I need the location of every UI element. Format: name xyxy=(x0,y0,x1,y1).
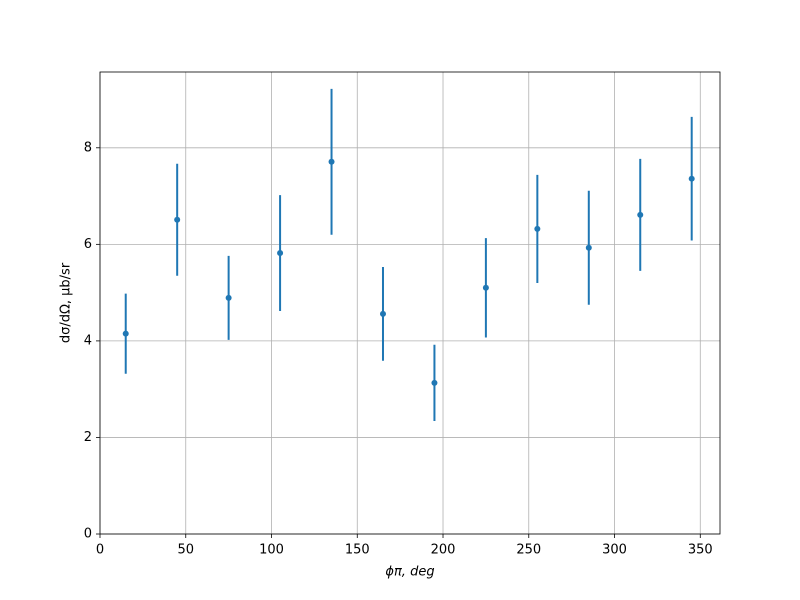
data-point xyxy=(225,294,232,301)
data-point xyxy=(277,250,284,257)
plot-frame xyxy=(99,71,721,535)
data-point xyxy=(431,379,438,386)
x-tick-label: 150 xyxy=(345,543,370,558)
data-point xyxy=(328,158,335,165)
data-point xyxy=(174,216,181,223)
data-point xyxy=(534,225,541,232)
x-tick-label: 300 xyxy=(602,543,627,558)
x-tick-label: 50 xyxy=(177,543,194,558)
data-point xyxy=(122,330,129,337)
data-point xyxy=(637,211,644,218)
x-tick-label: 200 xyxy=(431,543,456,558)
x-tick-label: 250 xyxy=(516,543,541,558)
x-tick-label: 0 xyxy=(96,543,104,558)
y-tick-label: 4 xyxy=(84,333,92,348)
data-point xyxy=(585,244,592,251)
y-tick-label: 0 xyxy=(84,527,92,542)
y-tick-label: 2 xyxy=(84,430,92,445)
data-point xyxy=(482,284,489,291)
data-point xyxy=(379,310,386,317)
y-tick-label: 8 xyxy=(84,140,92,155)
y-tick-label: 6 xyxy=(84,237,92,252)
y-axis-label: dσ/dΩ, μb/sr xyxy=(59,262,74,343)
x-axis-label: ϕπ, deg xyxy=(385,565,434,580)
x-tick-label: 350 xyxy=(688,543,713,558)
data-point xyxy=(688,175,695,182)
x-tick-label: 100 xyxy=(259,543,284,558)
